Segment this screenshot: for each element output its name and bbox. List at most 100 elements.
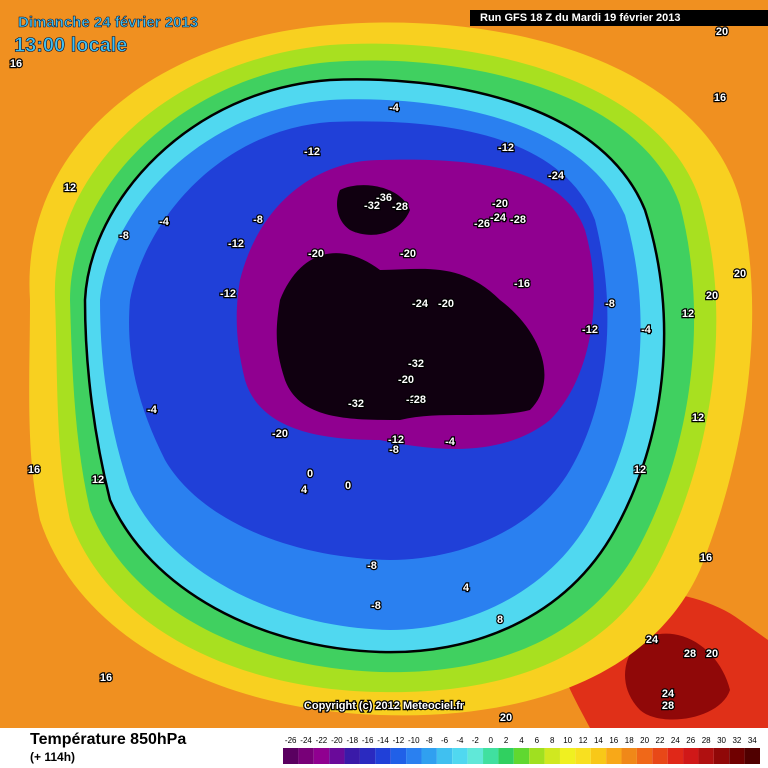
colorbar-tick-label: -24: [300, 736, 312, 745]
colorbar-tick-label: 34: [748, 736, 757, 745]
colorbar-cell: [606, 748, 622, 764]
colorbar-cell: [452, 748, 468, 764]
isotherm-label: 24: [662, 688, 675, 700]
isotherm-label: -24: [412, 298, 429, 310]
colorbar-tick-label: -22: [316, 736, 328, 745]
colorbar-tick-label: -2: [472, 736, 480, 745]
isotherm-label: -28: [510, 214, 526, 226]
isotherm-label: 16: [100, 672, 112, 684]
isotherm-label: 24: [646, 634, 659, 646]
colorbar-cell: [744, 748, 760, 764]
isotherm-label: -8: [253, 214, 263, 226]
colorbar-tick-label: 32: [732, 736, 741, 745]
colorbar-tick-label: -4: [456, 736, 464, 745]
isotherm-label: 4: [463, 582, 470, 594]
isotherm-label: 0: [345, 480, 351, 492]
isotherm-label: -16: [514, 278, 530, 290]
colorbar-cell: [283, 748, 299, 764]
colorbar-cell: [713, 748, 730, 764]
colorbar-cell: [575, 748, 591, 764]
colorbar-tick-label: -16: [362, 736, 374, 745]
colorbar-cell: [313, 748, 330, 764]
colorbar-tick-label: 4: [519, 736, 524, 745]
isotherm-label: -28: [406, 394, 422, 406]
isotherm-label: -12: [304, 146, 320, 158]
colorbar-tick-label: -10: [408, 736, 420, 745]
colorbar-tick-label: 2: [504, 736, 509, 745]
colorbar-cell: [590, 748, 607, 764]
colorbar: -26 -24 -22 -20 -18 -16 -14 -12 -10 -8 -6 -4 -2 0 2 4 6 8…: [283, 736, 760, 764]
isotherm-label: -20: [398, 374, 414, 386]
colorbar-tick-label: 22: [656, 736, 665, 745]
hot-core: [625, 633, 730, 720]
isotherm-label: -8: [367, 560, 377, 572]
isotherm-label: -12: [220, 288, 236, 300]
isotherm-label: 20: [706, 290, 718, 302]
colorbar-tick-label: -26: [285, 736, 297, 745]
colorbar-cell: [621, 748, 637, 764]
colorbar-cell: [406, 748, 422, 764]
copyright: Copyright (c) 2012 Meteociel.fr: [304, 700, 465, 712]
run-banner: [470, 10, 768, 26]
isotherm-label: -8: [371, 600, 381, 612]
isotherm-label: -8: [605, 298, 615, 310]
colorbar-tick-label: -8: [426, 736, 434, 745]
isotherm-label: -12: [582, 324, 598, 336]
colorbar-cell: [698, 748, 714, 764]
isotherm-label: -4: [445, 436, 456, 448]
isotherm-label: 12: [634, 464, 646, 476]
isotherm-label: 12: [692, 412, 704, 424]
colorbar-tick-label: 16: [609, 736, 618, 745]
isotherm-label: -20: [272, 428, 288, 440]
isotherm-label: 12: [92, 474, 104, 486]
colorbar-tick-label: -20: [331, 736, 343, 745]
isotherm-label: -20: [308, 248, 324, 260]
colorbar-cell: [359, 748, 376, 764]
isotherm-label: 16: [700, 552, 712, 564]
isotherm-label: 28: [684, 648, 696, 660]
isotherm-label: -20: [492, 198, 508, 210]
colorbar-tick-label: 28: [702, 736, 711, 745]
isotherm-label: 20: [734, 268, 746, 280]
colorbar-tick-label: 20: [640, 736, 649, 745]
isotherm-label: -12: [388, 434, 404, 446]
colorbar-cell: [483, 748, 499, 764]
isotherm-label: 12: [682, 308, 694, 320]
isotherm-label: 16: [10, 58, 22, 70]
colorbar-cell: [421, 748, 437, 764]
colorbar-tick-label: -18: [346, 736, 358, 745]
colorbar-tick-label: -14: [377, 736, 389, 745]
isotherm-label: 16: [28, 464, 40, 476]
zone-black-2: [337, 185, 410, 235]
isotherm-label: -32: [408, 358, 424, 370]
colorbar-tick-label: 18: [625, 736, 634, 745]
colorbar-tick-label: 10: [563, 736, 572, 745]
colorbar-cell: [667, 748, 684, 764]
isotherm-label: -8: [389, 444, 399, 456]
isotherm-label: -24: [490, 212, 507, 224]
colorbar-cell: [375, 748, 391, 764]
isotherm-label: 16: [714, 92, 726, 104]
colorbar-cell: [544, 748, 560, 764]
zone-black: [276, 253, 545, 420]
isotherm-label: -4: [159, 216, 170, 228]
run-text: Run GFS 18 Z du Mardi 19 février 2013: [480, 12, 681, 24]
isotherm-label: -24: [548, 170, 565, 182]
isotherm-label: -4: [389, 102, 400, 114]
colorbar-cell: [344, 748, 360, 764]
colorbar-tick-label: -6: [441, 736, 449, 745]
colorbar-cell: [498, 748, 514, 764]
isotherm-label: -36: [376, 192, 392, 204]
isotherm-label: -20: [438, 298, 454, 310]
isotherm-label: -28: [392, 201, 408, 213]
isotherm-label: -32: [364, 200, 380, 212]
isotherm-label: 20: [716, 26, 728, 38]
isotherm-label: 0: [307, 468, 313, 480]
isotherm-label: -26: [474, 218, 490, 230]
isotherm-label: -12: [228, 238, 244, 250]
colorbar-cell: [329, 748, 345, 764]
colorbar-cell: [559, 748, 576, 764]
isotherm-label: 28: [662, 700, 674, 712]
